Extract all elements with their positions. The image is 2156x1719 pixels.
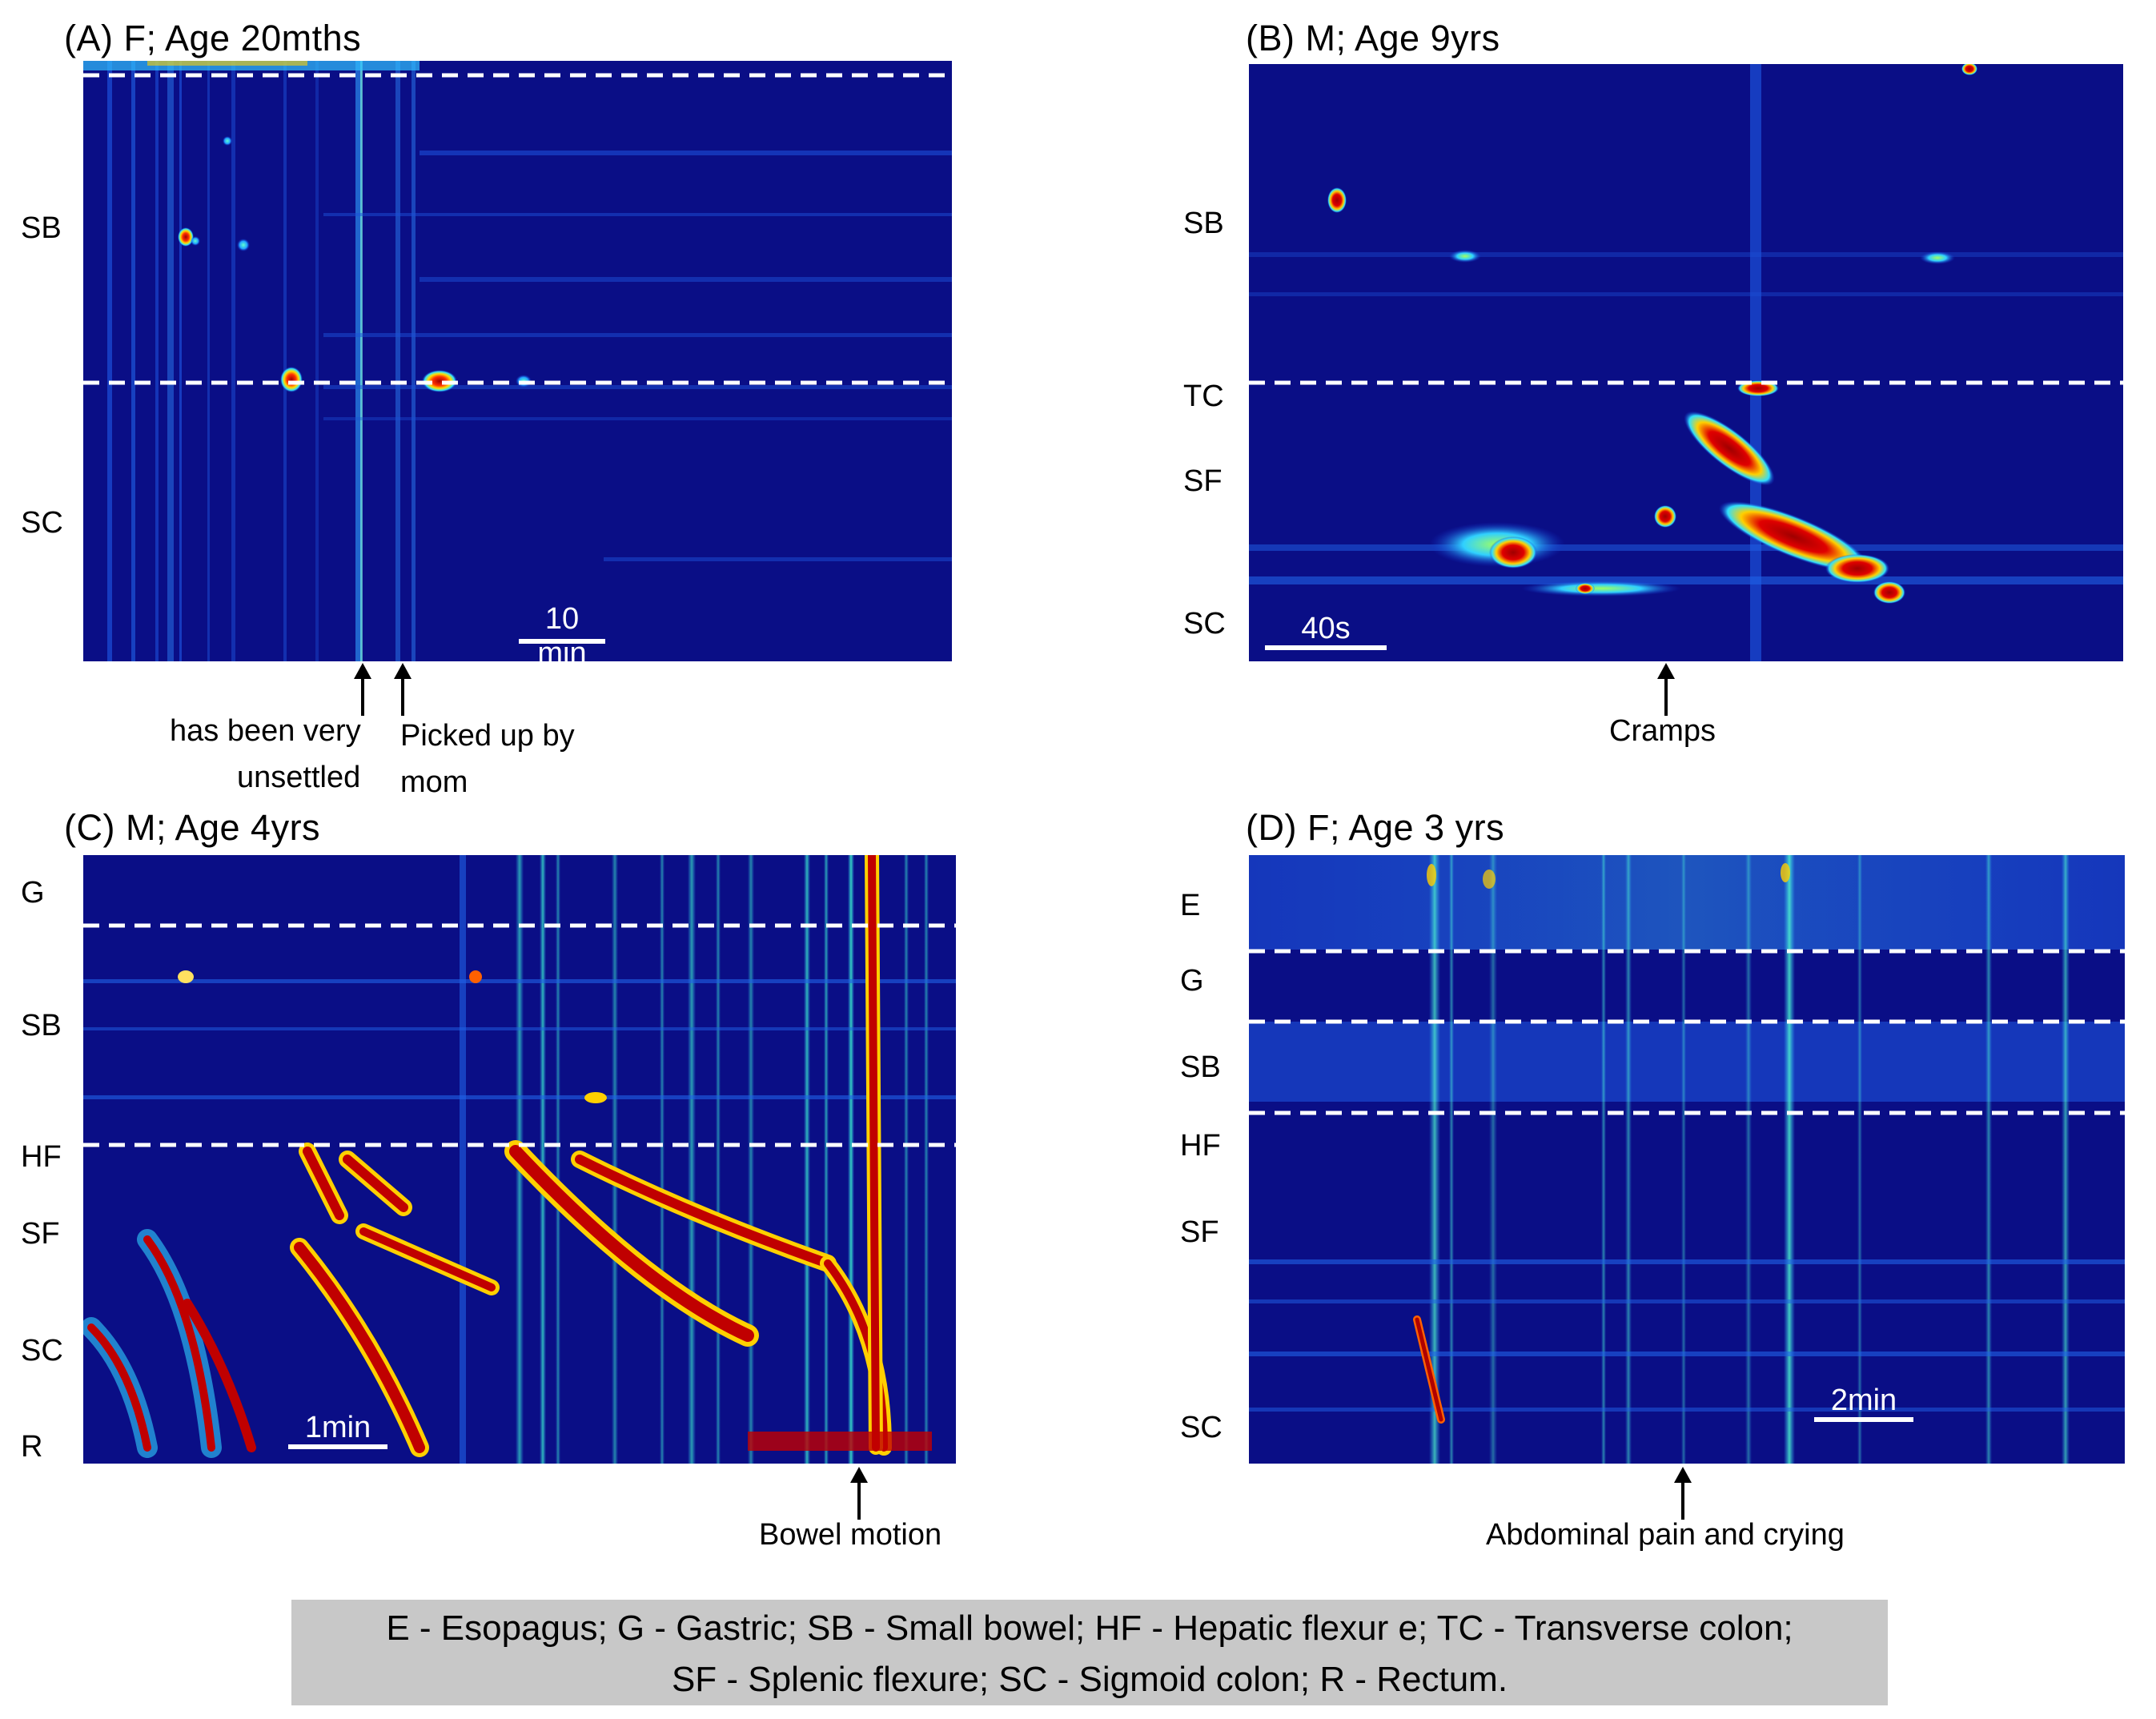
abbreviation-legend: E - Esopagus; G - Gastric; SB - Small bo… — [291, 1600, 1888, 1705]
panel-a-scale-line — [519, 639, 605, 644]
panel-c-label-sf: SF — [21, 1217, 60, 1251]
panel-b-arrow — [1657, 663, 1675, 716]
panel-b-annotation: Cramps — [1609, 714, 1716, 748]
panel-c-annotation: Bowel motion — [759, 1518, 942, 1552]
panel-c-title: (C) M; Age 4yrs — [64, 807, 321, 848]
panel-d-heatmap: 2min — [1249, 855, 2125, 1464]
panel-a-label-sc: SC — [21, 506, 63, 540]
panel-c-label-g: G — [21, 876, 45, 910]
panel-a-annotation-2a: Picked up by — [400, 719, 575, 753]
panel-c-heatmap-svg — [83, 855, 956, 1464]
panel-d-label-sc: SC — [1180, 1411, 1223, 1444]
panel-b-scale-line — [1265, 645, 1387, 650]
panel-d-texture — [1249, 855, 2125, 1464]
panel-b-label-tc: TC — [1183, 380, 1224, 413]
panel-a-texture — [83, 61, 952, 661]
panel-b-title: (B) M; Age 9yrs — [1246, 18, 1500, 58]
panel-a-title: (A) F; Age 20mths — [64, 18, 362, 58]
panel-c-scale-label: 1min — [304, 1411, 371, 1444]
legend-line-1: E - Esopagus; G - Gastric; SB - Small bo… — [386, 1609, 1793, 1648]
panel-c-label-sc: SC — [21, 1334, 63, 1368]
panel-a-scale-label: 10 min — [537, 602, 587, 661]
panel-a-label-sb: SB — [21, 211, 62, 245]
panel-b-label-sb: SB — [1183, 207, 1224, 240]
panel-b-label-sf: SF — [1183, 464, 1223, 498]
panel-b-label-sc: SC — [1183, 607, 1226, 641]
panel-a-heatmap-svg — [83, 61, 952, 661]
panel-a-annotation-1a: has been very — [170, 714, 361, 748]
panel-c-heatmap: 1min — [83, 855, 956, 1464]
legend-line-2: SF - Splenic flexure; SC - Sigmoid colon… — [671, 1660, 1508, 1699]
panel-d-annotation: Abdominal pain and crying — [1486, 1518, 1845, 1552]
panel-c-arrow — [850, 1467, 868, 1520]
panel-a-annotation-1b: unsettled — [237, 761, 361, 794]
panel-a-annotation-2b: mom — [400, 765, 468, 799]
panel-d-label-g: G — [1180, 964, 1204, 998]
panel-d-arrow — [1674, 1467, 1692, 1520]
panel-d-scale-label: 2min — [1830, 1384, 1897, 1417]
panel-a-arrow-2 — [394, 663, 412, 716]
panel-d-label-hf: HF — [1180, 1129, 1221, 1163]
panel-a-arrow-1 — [354, 663, 371, 716]
panel-d-title: (D) F; Age 3 yrs — [1246, 807, 1505, 848]
panel-b-heatmap: 40s — [1249, 64, 2123, 661]
panel-d-heatmap-svg — [1249, 855, 2125, 1464]
panel-c-label-r: R — [21, 1430, 43, 1464]
panel-d-scale-line — [1814, 1417, 1913, 1422]
panel-b-scale-bar: 40s — [1265, 612, 1387, 650]
panel-c-scale-line — [288, 1444, 387, 1449]
panel-c-texture — [83, 855, 956, 1464]
panel-c-label-hf: HF — [21, 1140, 62, 1174]
panel-d-label-sb: SB — [1180, 1050, 1221, 1084]
panel-b-scale-label: 40s — [1301, 612, 1351, 645]
panel-a-heatmap: 10 min — [83, 61, 952, 661]
panel-c-label-sb: SB — [21, 1009, 62, 1042]
panel-b-texture — [1249, 64, 2123, 661]
panel-b-heatmap-svg — [1249, 64, 2123, 661]
panel-d-scale-bar: 2min — [1814, 1384, 1913, 1422]
panel-d-label-e: E — [1180, 889, 1201, 922]
panel-d-label-sf: SF — [1180, 1215, 1219, 1249]
panel-a-scale-bar: 10 min — [519, 602, 605, 661]
panel-c-scale-bar: 1min — [288, 1411, 387, 1449]
